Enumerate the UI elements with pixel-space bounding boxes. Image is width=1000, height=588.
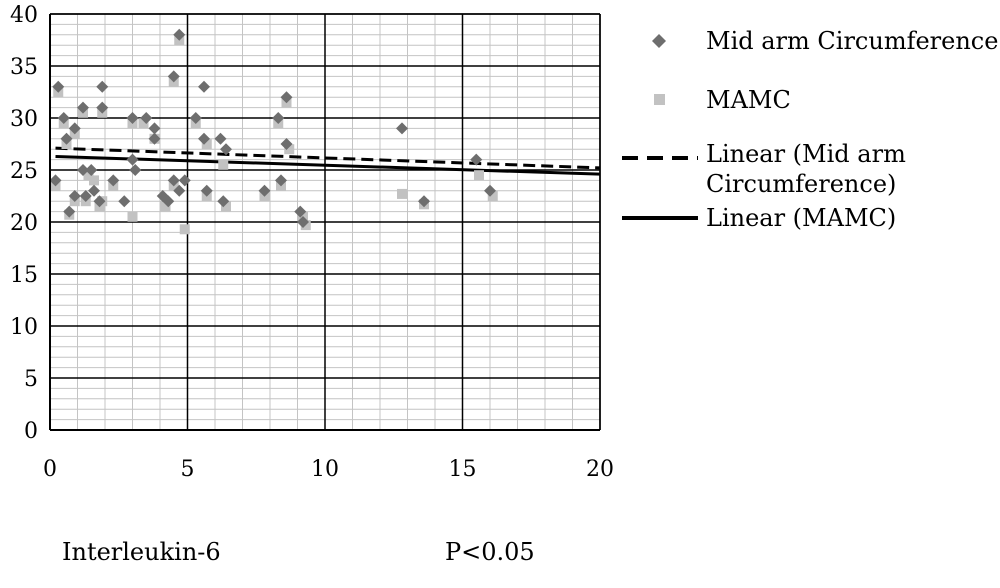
mid-arm-point <box>126 153 139 166</box>
mid-arm-point <box>272 112 285 124</box>
mid-arm-point <box>214 132 227 145</box>
legend-item-mamc: MAMC <box>654 86 791 114</box>
mamc-point <box>221 201 231 212</box>
mid-arm-point <box>200 184 213 197</box>
mid-arm-point <box>280 138 293 150</box>
legend-label-mid-arm: Mid arm Circumference <box>706 27 998 55</box>
legend-label-linear-mid-arm-line1: Linear (Mid arm <box>706 140 906 168</box>
mid-arm-point <box>60 132 73 145</box>
mid-arm-point <box>173 28 186 41</box>
mid-arm-point <box>220 143 232 156</box>
mid-arm-point <box>178 174 191 187</box>
plot-axes <box>49 13 601 431</box>
mid-arm-point <box>77 101 89 114</box>
mid-arm-point <box>85 164 98 176</box>
legend-label-linear-mid-arm-line2: Circumference) <box>706 170 896 198</box>
mid-arm-point <box>68 122 81 135</box>
trendline-mid-arm <box>55 146 601 170</box>
mid-arm-point <box>129 164 142 176</box>
mid-arm-point <box>107 174 120 187</box>
mamc-point <box>127 211 138 222</box>
mid-arm-point <box>63 205 76 218</box>
mid-arm-point <box>93 195 106 208</box>
y-tick-label: 15 <box>10 263 38 288</box>
mamc-point <box>474 170 484 181</box>
mid-arm-point <box>294 205 307 218</box>
mid-arm-point <box>297 216 309 228</box>
trendlines <box>55 146 601 176</box>
mid-arm-point <box>217 195 230 208</box>
legend-label-linear-mamc: Linear (MAMC) <box>706 204 896 232</box>
mamc-point <box>487 191 498 201</box>
mid-arm-point <box>198 80 210 93</box>
mid-arm-point <box>52 80 65 93</box>
mid-arm-point <box>140 112 153 124</box>
y-tick-label: 30 <box>10 107 38 132</box>
mid-arm-point <box>167 70 180 83</box>
mamc-point <box>284 144 295 155</box>
mamc-point <box>83 170 94 181</box>
mid-arm-point <box>96 80 109 93</box>
mid-arm-point <box>126 112 139 124</box>
mid-arm-point <box>470 153 483 166</box>
mid-arm-point <box>49 174 62 187</box>
legend-label-mamc: MAMC <box>706 86 791 114</box>
y-tick-label: 0 <box>24 419 38 444</box>
mid-arm-point <box>280 91 293 104</box>
mid-arm-point <box>96 101 109 114</box>
legend-item-mid-arm: Mid arm Circumference <box>652 27 998 55</box>
mid-arm-point <box>88 184 100 197</box>
legend-item-linear-mid-arm: Linear (Mid arm Circumference) <box>622 140 906 198</box>
x-tick-label: 5 <box>181 457 195 482</box>
mid-arm-point <box>148 122 161 135</box>
mamc-point <box>138 118 149 129</box>
mamc-point <box>397 188 407 199</box>
x-axis-ticks: 0 5 10 15 20 <box>43 457 614 482</box>
data-markers <box>49 28 498 235</box>
y-tick-label: 35 <box>10 55 38 80</box>
mid-arm-point <box>396 122 408 135</box>
legend: Mid arm Circumference MAMC Linear (Mid a… <box>622 27 998 232</box>
y-tick-label: 40 <box>10 3 38 28</box>
x-tick-label: 20 <box>586 457 614 482</box>
mid-arm-point <box>162 195 175 208</box>
x-tick-label: 0 <box>43 457 57 482</box>
y-tick-label: 5 <box>24 367 38 392</box>
x-tick-label: 10 <box>311 457 339 482</box>
mamc-point <box>218 159 229 170</box>
mid-arm-point <box>258 184 271 197</box>
y-tick-label: 25 <box>10 159 38 184</box>
y-tick-label: 20 <box>10 211 38 236</box>
mid-arm-point <box>189 112 202 124</box>
mid-arm-point <box>57 112 70 124</box>
legend-diamond-marker <box>652 34 666 48</box>
mid-arm-point <box>68 190 81 202</box>
legend-item-linear-mamc: Linear (MAMC) <box>622 204 896 232</box>
trendline-mamc <box>55 154 601 176</box>
mid-arm-point <box>198 132 210 145</box>
mamc-point <box>160 201 171 212</box>
mamc-point <box>179 224 190 235</box>
mid-arm-point <box>484 184 496 197</box>
mid-arm-point <box>77 164 89 176</box>
mid-arm-point <box>173 184 186 197</box>
mid-arm-point <box>148 132 161 145</box>
mamc-point <box>201 139 212 149</box>
mamc-point <box>89 175 99 186</box>
p-value-caption: P<0.05 <box>445 538 535 566</box>
mid-arm-point <box>418 195 430 208</box>
mid-arm-point <box>275 174 287 187</box>
mid-arm-point <box>167 174 180 187</box>
mid-arm-point <box>79 190 92 202</box>
x-tick-label: 15 <box>449 457 477 482</box>
y-tick-label: 10 <box>10 315 38 340</box>
x-variable-caption: Interleukin-6 <box>62 538 221 566</box>
mid-arm-point <box>118 195 131 208</box>
legend-square-marker <box>654 94 665 105</box>
y-axis-ticks: 0 5 10 15 20 25 30 35 40 <box>10 3 38 444</box>
